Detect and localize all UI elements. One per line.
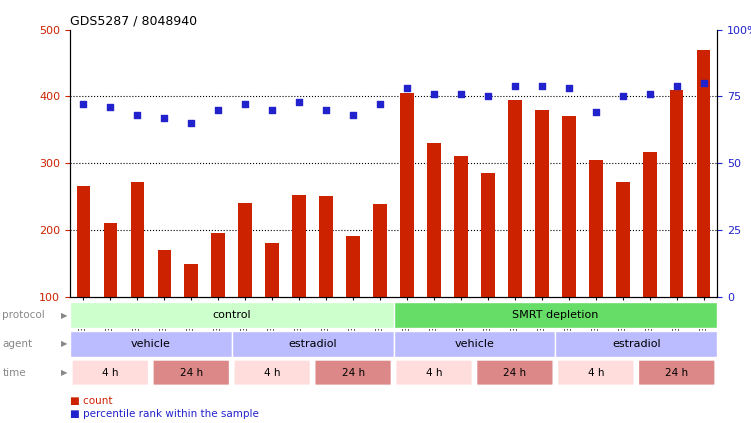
Point: [104, 104, 116, 110]
Point: [401, 85, 413, 92]
Bar: [265, 243, 279, 297]
Text: ■ count: ■ count: [70, 396, 113, 406]
Text: 24 h: 24 h: [503, 368, 526, 378]
Text: ▶: ▶: [61, 368, 68, 377]
Bar: [616, 182, 629, 297]
FancyBboxPatch shape: [557, 360, 634, 385]
Point: [617, 93, 629, 100]
FancyBboxPatch shape: [638, 360, 715, 385]
Text: vehicle: vehicle: [131, 339, 170, 349]
Bar: [643, 152, 656, 297]
Text: ▶: ▶: [61, 339, 68, 349]
Text: protocol: protocol: [2, 310, 45, 320]
Text: 4 h: 4 h: [264, 368, 280, 378]
FancyBboxPatch shape: [555, 331, 717, 357]
Text: 24 h: 24 h: [342, 368, 365, 378]
Bar: [131, 182, 144, 297]
Point: [320, 106, 332, 113]
Point: [428, 90, 440, 97]
FancyBboxPatch shape: [315, 360, 391, 385]
FancyBboxPatch shape: [70, 302, 394, 328]
Bar: [589, 160, 602, 297]
Bar: [158, 250, 171, 297]
Text: ▶: ▶: [61, 310, 68, 320]
Point: [562, 85, 575, 92]
Bar: [400, 93, 414, 297]
FancyBboxPatch shape: [70, 331, 231, 357]
Point: [347, 112, 359, 118]
FancyBboxPatch shape: [477, 360, 553, 385]
Bar: [77, 187, 90, 297]
Text: SMRT depletion: SMRT depletion: [512, 310, 599, 320]
Text: time: time: [2, 368, 26, 378]
Bar: [670, 90, 683, 297]
Text: 4 h: 4 h: [426, 368, 442, 378]
Bar: [319, 196, 333, 297]
Point: [77, 101, 89, 108]
Point: [482, 93, 494, 100]
Text: 4 h: 4 h: [102, 368, 119, 378]
Point: [644, 90, 656, 97]
Bar: [373, 204, 387, 297]
Point: [131, 112, 143, 118]
Point: [185, 120, 198, 126]
Point: [158, 114, 170, 121]
Bar: [454, 157, 468, 297]
Text: 4 h: 4 h: [587, 368, 604, 378]
Point: [455, 90, 467, 97]
Bar: [292, 195, 306, 297]
Text: 24 h: 24 h: [179, 368, 203, 378]
Text: vehicle: vehicle: [454, 339, 494, 349]
Text: 24 h: 24 h: [665, 368, 689, 378]
Point: [590, 109, 602, 116]
Point: [671, 82, 683, 89]
Text: GDS5287 / 8048940: GDS5287 / 8048940: [70, 15, 197, 28]
Bar: [508, 100, 522, 297]
Bar: [238, 203, 252, 297]
Bar: [562, 116, 575, 297]
Bar: [535, 110, 549, 297]
Text: ■ percentile rank within the sample: ■ percentile rank within the sample: [70, 409, 258, 419]
Point: [536, 82, 548, 89]
Text: estradiol: estradiol: [288, 339, 337, 349]
Bar: [104, 223, 117, 297]
Bar: [427, 143, 441, 297]
Bar: [185, 264, 198, 297]
FancyBboxPatch shape: [396, 360, 472, 385]
Bar: [346, 236, 360, 297]
FancyBboxPatch shape: [153, 360, 230, 385]
FancyBboxPatch shape: [394, 302, 717, 328]
Bar: [481, 173, 495, 297]
Text: agent: agent: [2, 339, 32, 349]
FancyBboxPatch shape: [72, 360, 149, 385]
FancyBboxPatch shape: [394, 331, 555, 357]
Bar: [212, 233, 225, 297]
Point: [266, 106, 278, 113]
Point: [374, 101, 386, 108]
Point: [213, 106, 225, 113]
Text: control: control: [213, 310, 251, 320]
Point: [698, 80, 710, 86]
FancyBboxPatch shape: [231, 331, 394, 357]
FancyBboxPatch shape: [234, 360, 310, 385]
Point: [239, 101, 251, 108]
Bar: [697, 49, 710, 297]
Point: [293, 98, 305, 105]
Text: estradiol: estradiol: [612, 339, 661, 349]
Point: [509, 82, 521, 89]
